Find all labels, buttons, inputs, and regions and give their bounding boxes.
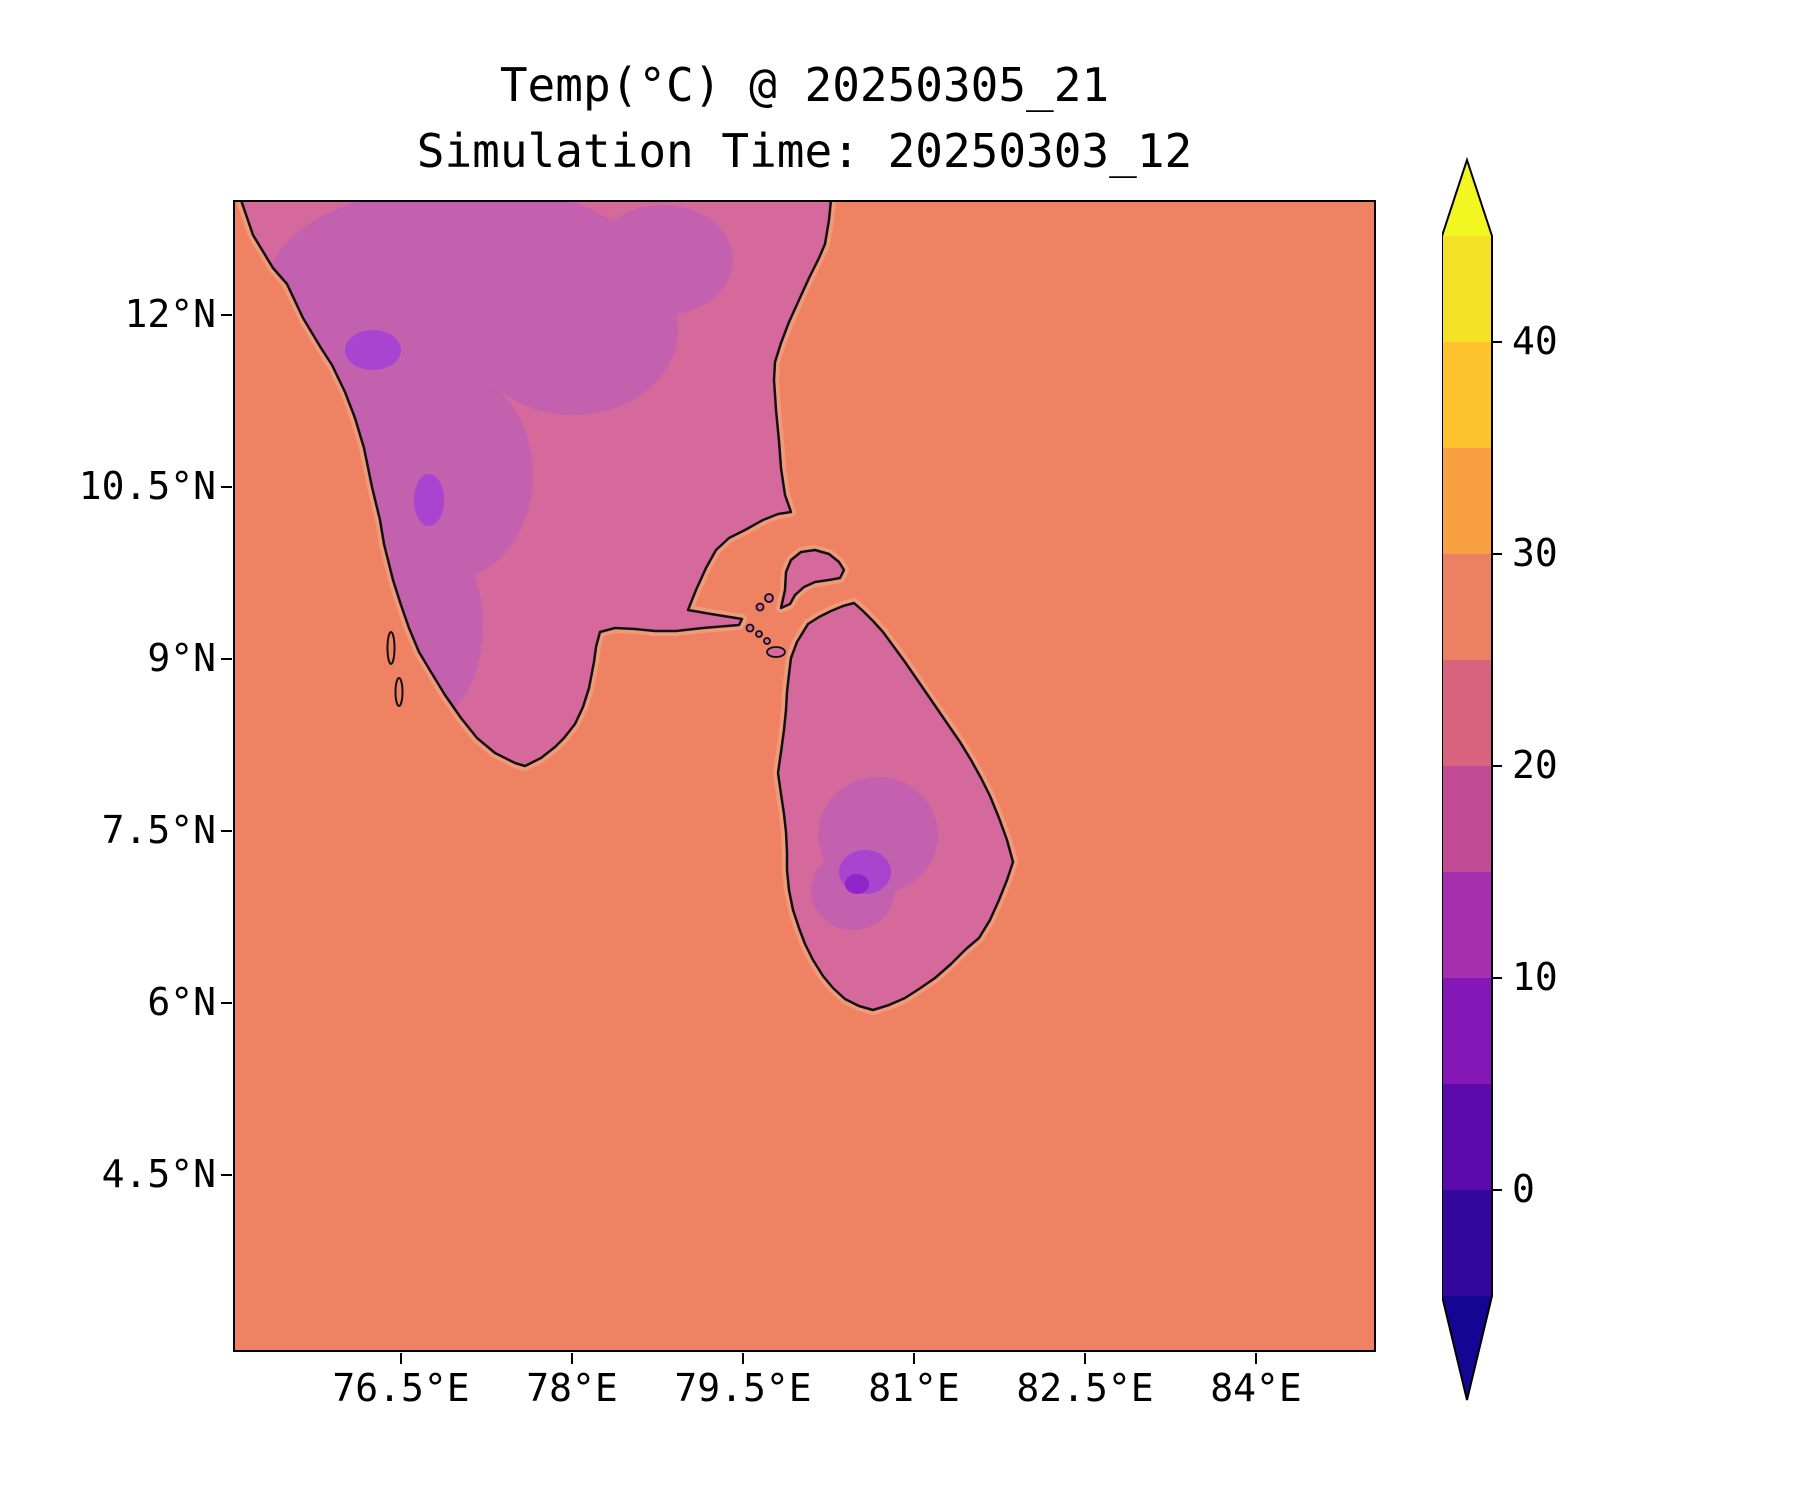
y-tick-label: 12°N [124, 292, 216, 336]
x-tick-mark [571, 1353, 573, 1364]
colorbar-extend-min-arrow [1442, 1296, 1492, 1400]
x-tick-label: 79.5°E [674, 1366, 812, 1410]
x-tick-label: 78°E [526, 1366, 618, 1410]
x-tick-label: 84°E [1210, 1366, 1302, 1410]
colorbar-tick-marks [1492, 341, 1502, 1191]
colorbar-tick-label: 40 [1512, 319, 1558, 363]
colorbar-tick-label: 20 [1512, 743, 1558, 787]
y-tick-label: 7.5°N [101, 808, 216, 852]
y-tick-mark [221, 1174, 232, 1176]
colorbar-segment [1442, 872, 1492, 979]
kerala-lagoons [386, 631, 404, 707]
y-tick-mark [221, 658, 232, 660]
colorbar-segment [1442, 1084, 1492, 1191]
y-tick-label: 9°N [147, 636, 216, 680]
colorbar [1442, 156, 1502, 1401]
y-tick-label: 4.5°N [101, 1152, 216, 1196]
x-tick-mark [400, 1353, 402, 1364]
y-tick-mark [221, 1002, 232, 1004]
colorbar-extend-max-arrow [1442, 160, 1492, 236]
colorbar-segment [1442, 660, 1492, 767]
colorbar-tick-label: 10 [1512, 955, 1558, 999]
plot-subtitle: Simulation Time: 20250303_12 [416, 124, 1193, 178]
coldest-core-spot [845, 874, 869, 894]
x-tick-mark [1084, 1353, 1086, 1364]
colorbar-tick-label: 0 [1512, 1167, 1535, 1211]
colorbar-segment [1442, 1190, 1492, 1296]
x-tick-mark [913, 1353, 915, 1364]
x-tick-mark [1255, 1353, 1257, 1364]
y-tick-mark [221, 314, 232, 316]
plot-title: Temp(°C) @ 20250305_21 [499, 58, 1110, 112]
map-plot [233, 200, 1376, 1352]
colorbar-outline [1442, 156, 1493, 1401]
x-tick-label: 76.5°E [332, 1366, 470, 1410]
colorbar-segment [1442, 448, 1492, 555]
colorbar-segment [1442, 342, 1492, 449]
x-tick-label: 81°E [868, 1366, 960, 1410]
y-tick-label: 10.5°N [78, 464, 216, 508]
colorbar-segment [1442, 236, 1492, 343]
x-tick-mark [742, 1353, 744, 1364]
colorbar-segment [1442, 554, 1492, 661]
colorbar-segment [1442, 766, 1492, 873]
colorbar-segment [1442, 978, 1492, 1085]
y-tick-mark [221, 486, 232, 488]
colorbar-tick-label: 30 [1512, 531, 1558, 575]
small-islands [745, 593, 786, 658]
plot-frame [233, 200, 1376, 1352]
y-tick-label: 6°N [147, 980, 216, 1024]
highland-cold-spots [345, 330, 891, 894]
y-tick-mark [221, 830, 232, 832]
x-tick-label: 82.5°E [1016, 1366, 1154, 1410]
